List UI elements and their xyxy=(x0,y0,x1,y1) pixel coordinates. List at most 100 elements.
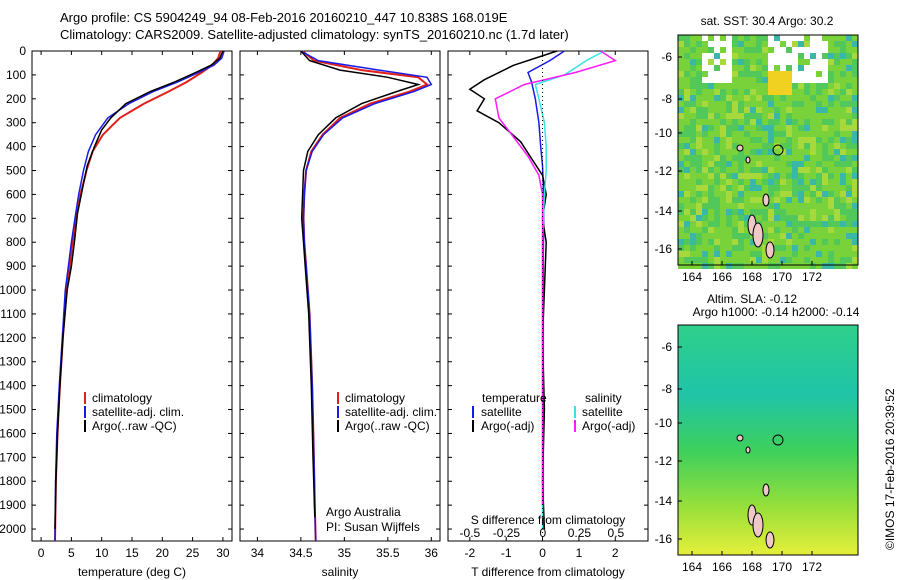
sst-cell xyxy=(696,137,702,143)
sst-cell xyxy=(684,77,690,83)
sst-cell xyxy=(828,119,834,125)
depth-tick-label: 1300 xyxy=(0,355,26,369)
sst-cell xyxy=(798,155,804,161)
sst-cell xyxy=(798,221,804,227)
sst-cell xyxy=(846,77,852,83)
sst-cell xyxy=(756,179,762,185)
sst-cell xyxy=(756,209,762,215)
legend-label-t-argo: Argo(-adj) xyxy=(481,419,534,433)
sst-cell xyxy=(684,89,690,95)
sst-cell xyxy=(804,89,810,95)
sst-cell xyxy=(738,131,744,137)
sst-cell xyxy=(852,137,858,143)
sst-cell xyxy=(816,233,822,239)
sst-cell xyxy=(822,191,828,197)
sst-cell xyxy=(732,167,738,173)
map-x-tick-label: 168 xyxy=(742,560,762,574)
sst-cell xyxy=(786,143,792,149)
sst-cell xyxy=(768,137,774,143)
sst-cell xyxy=(738,95,744,101)
sst-cell xyxy=(804,47,810,53)
sst-cell xyxy=(696,101,702,107)
island-shape xyxy=(765,531,775,549)
sst-cell xyxy=(852,41,858,47)
sst-cell xyxy=(816,209,822,215)
sst-cell xyxy=(846,35,852,41)
sst-cell xyxy=(726,143,732,149)
sst-cell xyxy=(798,179,804,185)
sst-cell xyxy=(756,95,762,101)
sst-cell xyxy=(720,155,726,161)
sst-cell xyxy=(696,125,702,131)
sst-cell xyxy=(828,125,834,131)
sst-cell xyxy=(750,107,756,113)
sst-cell xyxy=(852,101,858,107)
sst-cell xyxy=(780,263,786,269)
sst-cell xyxy=(702,203,708,209)
sst-cell xyxy=(822,245,828,251)
sst-cell xyxy=(678,209,684,215)
sst-cell xyxy=(774,263,780,269)
sst-cell xyxy=(780,215,786,221)
sst-cell xyxy=(768,35,774,41)
sst-cell xyxy=(732,257,738,263)
sst-cell xyxy=(726,257,732,263)
sst-cell xyxy=(846,125,852,131)
sst-cell xyxy=(726,197,732,203)
sst-cell xyxy=(762,239,768,245)
sst-cell xyxy=(756,53,762,59)
sst-cell xyxy=(732,41,738,47)
sst-cell xyxy=(750,257,756,263)
sst-cell xyxy=(708,77,714,83)
sst-cell xyxy=(696,89,702,95)
sst-cell xyxy=(684,125,690,131)
sst-cell xyxy=(684,95,690,101)
sst-cell xyxy=(690,83,696,89)
sst-cell xyxy=(804,215,810,221)
sst-cell xyxy=(846,179,852,185)
sst-cell xyxy=(780,257,786,263)
sst-cell xyxy=(804,35,810,41)
sst-cell xyxy=(804,251,810,257)
sst-cell xyxy=(834,161,840,167)
sla-map: 164 166 168 170 172 -6 -8 -10 -12 -14 -16 xyxy=(655,324,859,574)
sst-cell xyxy=(852,233,858,239)
sst-cell xyxy=(786,185,792,191)
sst-cell xyxy=(828,41,834,47)
sst-cell xyxy=(702,239,708,245)
sst-cell xyxy=(852,179,858,185)
sst-cell xyxy=(804,65,810,71)
map-y-tick-label: -16 xyxy=(655,242,673,256)
sst-cell xyxy=(708,245,714,251)
depth-tick-label: 700 xyxy=(6,211,26,225)
sst-cell xyxy=(684,173,690,179)
sst-cell xyxy=(804,59,810,65)
sst-cell xyxy=(792,197,798,203)
sst-cell xyxy=(732,245,738,251)
sst-cell xyxy=(834,53,840,59)
sst-cell xyxy=(720,221,726,227)
sst-cell xyxy=(756,143,762,149)
sst-cell xyxy=(690,221,696,227)
sst-cell xyxy=(678,83,684,89)
sst-cell xyxy=(852,173,858,179)
sst-cell xyxy=(852,209,858,215)
sst-cell xyxy=(702,47,708,53)
sst-cell xyxy=(828,191,834,197)
sst-cell xyxy=(834,197,840,203)
sst-cell xyxy=(756,203,762,209)
sst-cell xyxy=(768,173,774,179)
sst-cell xyxy=(678,233,684,239)
sst-cell xyxy=(720,119,726,125)
sst-cell xyxy=(792,185,798,191)
sst-cell xyxy=(804,239,810,245)
sst-cell xyxy=(822,179,828,185)
sst-cell xyxy=(726,161,732,167)
sst-cell xyxy=(774,173,780,179)
sst-cell xyxy=(714,251,720,257)
sst-cell xyxy=(840,83,846,89)
sst-cell xyxy=(726,179,732,185)
series-line-satellite-adj-clim- xyxy=(300,50,433,542)
sla-map-frame xyxy=(677,324,859,556)
